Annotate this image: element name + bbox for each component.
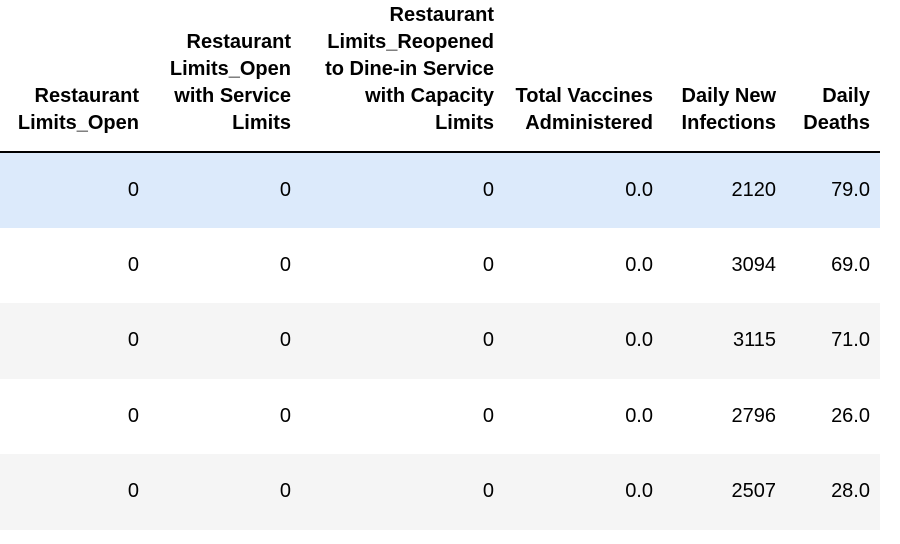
table-cell: 0.0 xyxy=(504,454,663,530)
table-body: 0 0 0 0.0 2120 79.0 0 0 0 0.0 3094 69.0 … xyxy=(0,152,880,530)
table-cell: 0 xyxy=(0,152,149,228)
table-header: Restaurant Limits_Open Restaurant Limits… xyxy=(0,0,880,153)
table-row[interactable]: 0 0 0 0.0 3094 69.0 xyxy=(0,227,880,303)
column-header-daily-deaths: Daily Deaths xyxy=(786,0,880,153)
dataframe-table: Restaurant Limits_Open Restaurant Limits… xyxy=(0,0,880,530)
table-cell: 0 xyxy=(301,303,504,379)
table-cell: 0.0 xyxy=(504,152,663,228)
column-header-restaurant-limits-open: Restaurant Limits_Open xyxy=(0,0,149,153)
table-cell: 3094 xyxy=(663,227,786,303)
table-cell: 0 xyxy=(149,227,301,303)
table-cell: 3115 xyxy=(663,303,786,379)
column-header-reopened-capacity-limits: Restaurant Limits_Reopened to Dine-in Se… xyxy=(301,0,504,153)
table-cell: 0 xyxy=(0,378,149,454)
table-cell: 71.0 xyxy=(786,303,880,379)
table-cell: 0 xyxy=(301,378,504,454)
header-row: Restaurant Limits_Open Restaurant Limits… xyxy=(0,0,880,153)
table-cell: 0 xyxy=(301,152,504,228)
table-cell: 0 xyxy=(0,303,149,379)
table-row[interactable]: 0 0 0 0.0 2796 26.0 xyxy=(0,378,880,454)
table-cell: 2507 xyxy=(663,454,786,530)
table-row[interactable]: 0 0 0 0.0 2120 79.0 xyxy=(0,152,880,228)
column-header-daily-new-infections: Daily New Infections xyxy=(663,0,786,153)
table-cell: 0 xyxy=(301,227,504,303)
table-cell: 0 xyxy=(149,303,301,379)
table-cell: 0 xyxy=(301,454,504,530)
table-row[interactable]: 0 0 0 0.0 2507 28.0 xyxy=(0,454,880,530)
table-cell: 69.0 xyxy=(786,227,880,303)
table-cell: 0 xyxy=(149,152,301,228)
table-cell: 0.0 xyxy=(504,378,663,454)
table-cell: 26.0 xyxy=(786,378,880,454)
table-cell: 79.0 xyxy=(786,152,880,228)
table-cell: 0 xyxy=(0,227,149,303)
table-cell: 0 xyxy=(149,454,301,530)
table-cell: 0 xyxy=(0,454,149,530)
table-cell: 0 xyxy=(149,378,301,454)
column-header-open-with-service-limits: Restaurant Limits_Open with Service Limi… xyxy=(149,0,301,153)
column-header-total-vaccines: Total Vaccines Administered xyxy=(504,0,663,153)
table-cell: 2120 xyxy=(663,152,786,228)
table-cell: 0.0 xyxy=(504,303,663,379)
table-row[interactable]: 0 0 0 0.0 3115 71.0 xyxy=(0,303,880,379)
table-cell: 2796 xyxy=(663,378,786,454)
table-cell: 0.0 xyxy=(504,227,663,303)
table-cell: 28.0 xyxy=(786,454,880,530)
